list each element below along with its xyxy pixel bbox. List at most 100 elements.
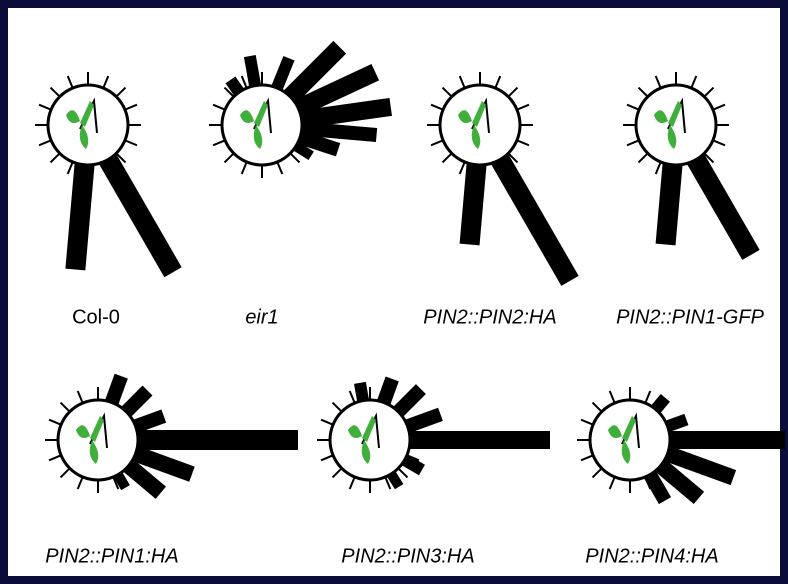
panel-label: PIN2::PIN4:HA	[585, 545, 718, 567]
tick	[712, 103, 726, 111]
seedling	[608, 425, 622, 438]
tick	[397, 401, 409, 413]
tick	[115, 152, 127, 164]
tick	[507, 86, 519, 98]
seedling	[472, 101, 486, 127]
tick	[626, 139, 640, 147]
seedling	[80, 101, 94, 127]
tick	[320, 418, 334, 426]
tick	[637, 86, 649, 98]
seedling	[66, 110, 80, 123]
seedling	[471, 125, 481, 149]
seedling	[458, 110, 472, 123]
circle	[46, 83, 130, 167]
tick	[406, 418, 420, 426]
panel-label: PIN2::PIN3:HA	[341, 545, 474, 567]
seedling	[668, 101, 682, 127]
tick	[240, 75, 248, 89]
polar-histogram	[623, 72, 760, 260]
panel-label: Col-0	[72, 306, 120, 328]
circle	[220, 83, 304, 167]
tick	[430, 103, 444, 111]
tick	[703, 152, 715, 164]
circle	[438, 83, 522, 167]
tick	[494, 161, 502, 175]
tick	[580, 418, 594, 426]
tick	[125, 467, 137, 479]
tick	[703, 86, 715, 98]
tick	[331, 467, 343, 479]
tick	[49, 86, 61, 98]
tick	[102, 161, 110, 175]
plots	[35, 40, 785, 505]
polar-histogram	[577, 387, 785, 505]
tick	[580, 454, 594, 462]
seedling	[240, 110, 254, 123]
tick	[657, 401, 669, 413]
tick	[59, 467, 71, 479]
tick	[690, 161, 698, 175]
tick	[626, 103, 640, 111]
tick	[212, 103, 226, 111]
tick	[441, 152, 453, 164]
tick	[654, 161, 662, 175]
tick	[384, 476, 392, 490]
tick	[516, 139, 530, 147]
tick	[516, 103, 530, 111]
seedling	[622, 416, 636, 442]
tick	[657, 467, 669, 479]
tick	[458, 161, 466, 175]
seedling	[362, 416, 376, 442]
tick	[48, 454, 62, 462]
tick	[289, 152, 301, 164]
seedling	[76, 425, 90, 438]
circle	[328, 398, 412, 482]
seedling	[667, 125, 677, 149]
histogram-bar	[98, 430, 298, 450]
seedling	[348, 425, 362, 438]
tick	[102, 75, 110, 89]
tick	[298, 139, 312, 147]
tick	[66, 161, 74, 175]
tick	[348, 390, 356, 404]
polar-histogram	[317, 376, 550, 493]
polar-histogram	[427, 72, 579, 286]
seedling	[253, 125, 263, 149]
panel-label: PIN2::PIN1-GFP	[616, 306, 764, 328]
tick	[76, 390, 84, 404]
tick	[223, 152, 235, 164]
seedling	[361, 440, 371, 464]
tick	[406, 454, 420, 462]
seedling	[654, 110, 668, 123]
tick	[494, 75, 502, 89]
tick	[320, 454, 334, 462]
panel-label: PIN2::PIN2:HA	[423, 306, 556, 328]
tick	[212, 139, 226, 147]
tick	[124, 139, 138, 147]
tick	[38, 139, 52, 147]
tick	[276, 161, 284, 175]
tick	[654, 75, 662, 89]
circle	[588, 398, 672, 482]
tick	[115, 86, 127, 98]
tick	[384, 390, 392, 404]
tick	[76, 476, 84, 490]
tick	[608, 476, 616, 490]
tick	[125, 401, 137, 413]
tick	[644, 390, 652, 404]
tick	[38, 103, 52, 111]
tick	[608, 390, 616, 404]
tick	[666, 418, 680, 426]
tick	[591, 467, 603, 479]
tick	[644, 476, 652, 490]
tick	[124, 103, 138, 111]
tick	[134, 418, 148, 426]
polar-histogram	[35, 72, 182, 278]
seedling	[79, 125, 89, 149]
tick	[112, 390, 120, 404]
panel-label: eir1	[245, 306, 278, 328]
tick	[276, 75, 284, 89]
seedling	[90, 416, 104, 442]
tick	[48, 418, 62, 426]
seedling	[89, 440, 99, 464]
